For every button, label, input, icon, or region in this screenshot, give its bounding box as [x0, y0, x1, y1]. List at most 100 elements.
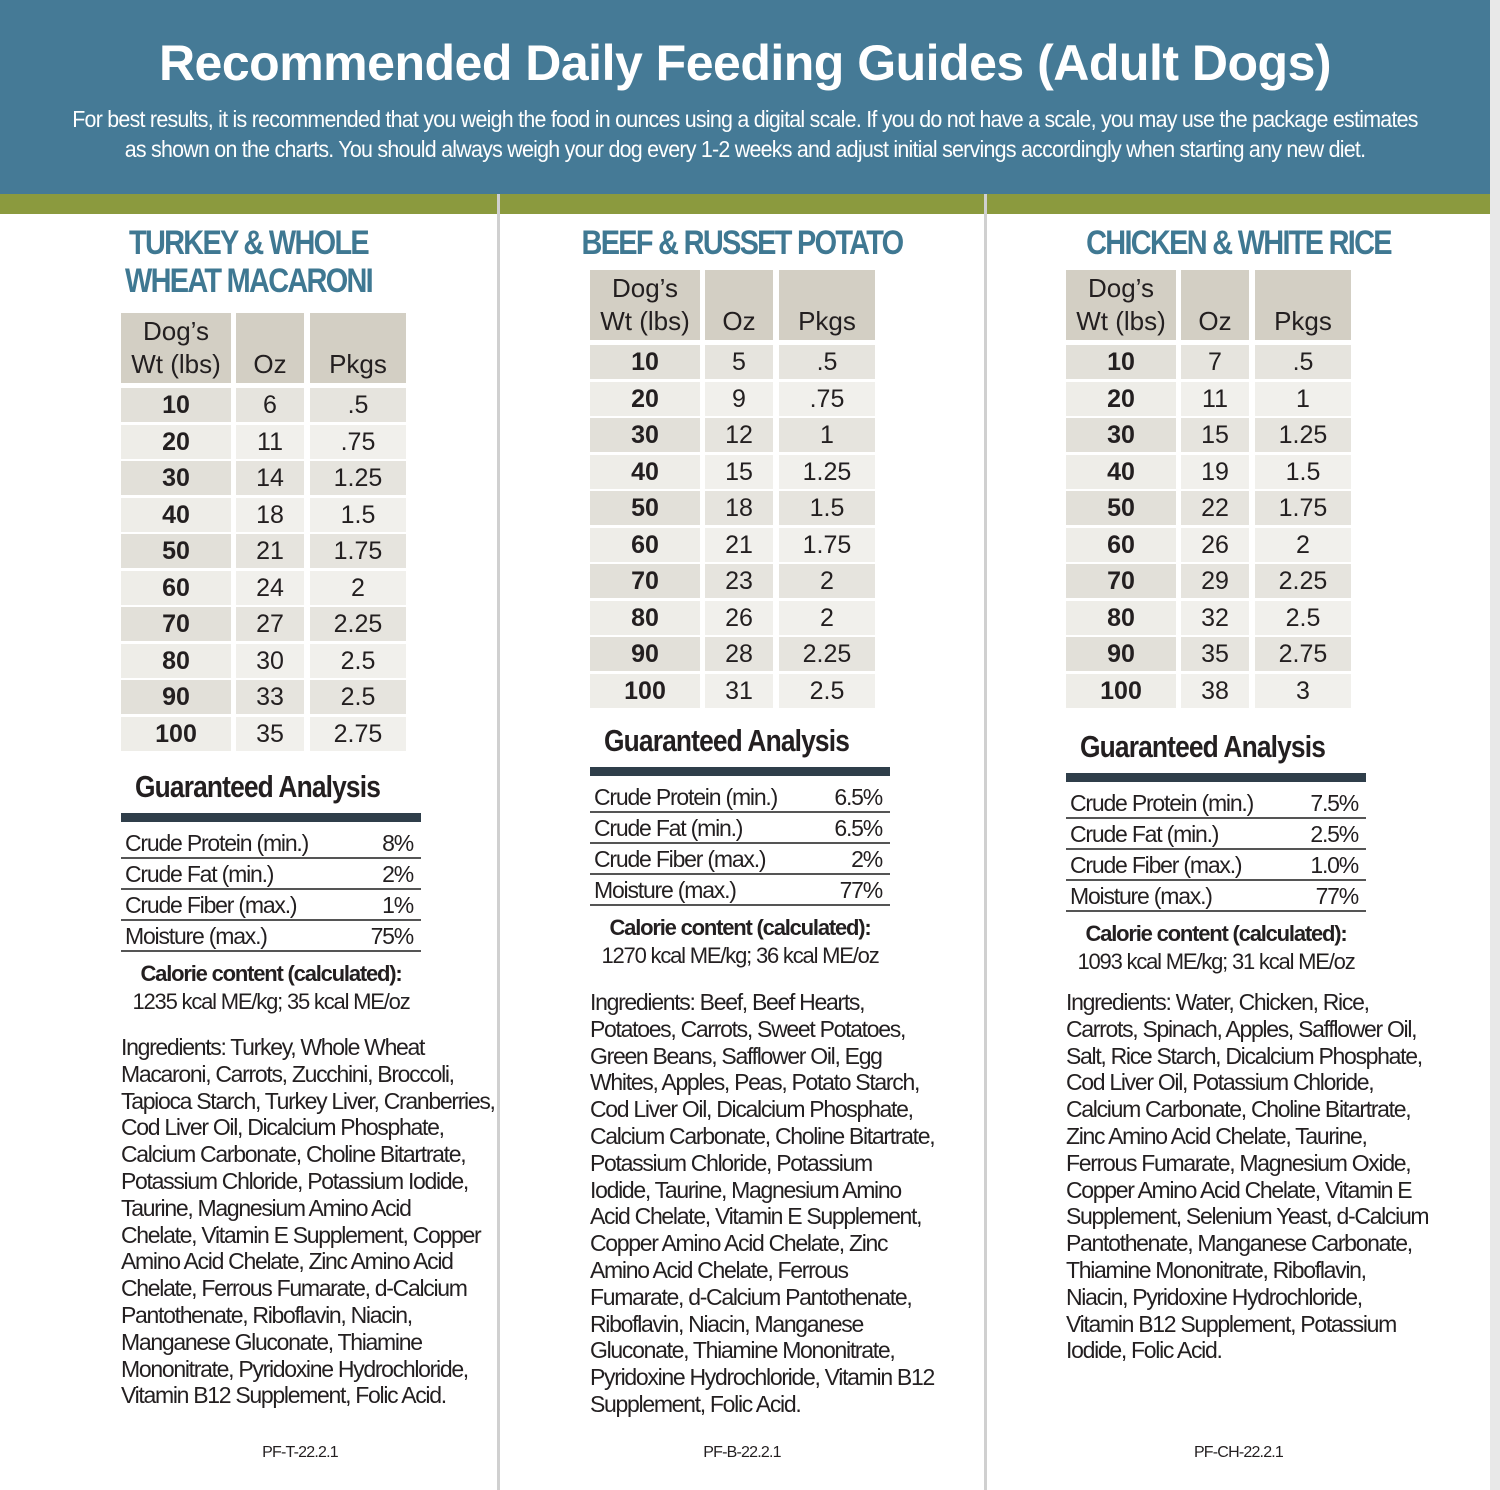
analysis-label: Moisture (max.) [1070, 883, 1213, 909]
cell-oz: 33 [236, 680, 304, 714]
header-oz: Oz [1181, 270, 1249, 340]
ingredients-line: Manganese Gluconate, Thiamine [121, 1328, 423, 1355]
cell-oz: 15 [705, 454, 773, 489]
subtitle-line-1: For best results, it is recommended that… [72, 106, 1418, 132]
ingredients-line: Ingredients: Beef, Beef Hearts, [590, 989, 866, 1015]
cell-pkgs: 2 [779, 564, 875, 598]
analysis-row: Crude Fiber (max.) 2% [590, 844, 890, 875]
cell-oz: 12 [705, 418, 773, 452]
ingredients-line: Vitamin B12 Supplement, Potassium [1066, 1310, 1397, 1337]
cell-pkgs: 1.25 [1255, 418, 1351, 452]
product-title-line: TURKEY & WHOLE [129, 224, 370, 262]
ingredients-line: Macaroni, Carrots, Zucchini, Broccoli, [121, 1060, 455, 1087]
header-banner: Recommended Daily Feeding Guides (Adult … [0, 0, 1490, 194]
ingredients-line: Fumarate, d-Calcium Pantothenate, [590, 1283, 913, 1310]
analysis-value: 77% [839, 877, 884, 903]
cell-weight: 40 [121, 497, 231, 532]
cell-oz: 38 [1181, 673, 1249, 708]
ingredients-line: Pantothenate, Manganese Carbonate, [1066, 1230, 1413, 1257]
analysis-value: 8% [382, 830, 414, 856]
cell-oz: 26 [705, 600, 773, 635]
cell-weight: 30 [121, 461, 231, 495]
ingredients-line: Potassium Chloride, Potassium Iodide, [121, 1167, 469, 1194]
analysis-label: Crude Fat (min.) [125, 861, 274, 887]
calorie-values: 1093 kcal ME/kg; 31 kcal ME/oz [1077, 949, 1355, 974]
cell-weight: 50 [121, 534, 231, 568]
cell-pkgs: 2.5 [1255, 600, 1351, 635]
ingredients-line: Ingredients: Turkey, Whole Wheat [121, 1034, 425, 1060]
cell-weight: 70 [1066, 564, 1176, 598]
analysis-label: Moisture (max.) [125, 923, 268, 949]
ingredients-line: Iodide, Folic Acid. [1066, 1337, 1223, 1364]
header-weight-line: Wt (lbs) [131, 349, 221, 379]
ingredients-line: Pyridoxine Hydrochloride, Vitamin B12 [590, 1364, 935, 1391]
cell-pkgs: 1 [779, 418, 875, 452]
cell-weight: 60 [1066, 527, 1176, 562]
analysis-label: Crude Protein (min.) [125, 830, 309, 856]
header-weight: Dog’s Wt (lbs) [1066, 270, 1176, 340]
ingredients-line: Niacin, Pyridoxine Hydrochloride, [1066, 1283, 1363, 1310]
cell-weight: 10 [1066, 345, 1176, 379]
subtitle-line-2: as shown on the charts. You should alway… [124, 136, 1366, 162]
ingredients-list: Ingredients: Beef, Beef Hearts, Potatoes,… [590, 989, 936, 1418]
ingredients-line: Salt, Rice Starch, Dicalcium Phosphate, [1066, 1042, 1423, 1069]
product-column: TURKEY & WHOLE WHEAT MACARONI Dog’s Wt (lbs… [0, 214, 497, 1490]
ingredients-line: Mononitrate, Pyridoxine Hydrochloride, [121, 1355, 469, 1382]
cell-weight: 80 [590, 600, 700, 635]
calorie-heading: Calorie content (calculated): [609, 915, 871, 940]
analysis-value: 2.5% [1310, 821, 1359, 847]
calorie-heading: Calorie content (calculated): [1085, 921, 1347, 946]
header-weight-line: Wt (lbs) [1076, 306, 1166, 336]
ingredients-line: Amino Acid Chelate, Ferrous [590, 1256, 849, 1283]
cell-oz: 23 [705, 564, 773, 598]
ingredients-line: Potassium Chloride, Potassium [590, 1149, 873, 1176]
ingredients-line: Vitamin B12 Supplement, Folic Acid. [121, 1382, 447, 1409]
cell-weight: 70 [121, 607, 231, 641]
ingredients-line: Copper Amino Acid Chelate, Zinc [590, 1230, 889, 1257]
cell-pkgs: .5 [310, 388, 406, 422]
analysis-row: Moisture (max.) 75% [121, 921, 421, 952]
analysis-value: 6.5% [834, 815, 883, 841]
cell-oz: 26 [1181, 527, 1249, 562]
cell-oz: 5 [705, 345, 773, 379]
ingredients-list: Ingredients: Water, Chicken, Rice, Carrot… [1066, 989, 1430, 1364]
analysis-value: 75% [370, 923, 415, 949]
ingredients-line: Chelate, Ferrous Fumarate, d-Calcium [121, 1275, 468, 1302]
ingredients-line: Cod Liver Oil, Potassium Chloride, [1066, 1069, 1375, 1096]
analysis-bar [1066, 773, 1366, 782]
cell-pkgs: 3 [1255, 673, 1351, 708]
analysis-title: Guaranteed Analysis [1080, 729, 1326, 764]
ingredients-line: Gluconate, Thiamine Mononitrate, [590, 1337, 896, 1364]
cell-pkgs: 1.75 [310, 534, 406, 568]
analysis-row: Moisture (max.) 77% [590, 875, 890, 906]
calorie-heading: Calorie content (calculated): [140, 961, 402, 986]
cell-oz: 18 [705, 491, 773, 525]
cell-pkgs: 1.5 [310, 497, 406, 532]
analysis-label: Moisture (max.) [594, 877, 737, 903]
header-pkgs: Pkgs [310, 313, 406, 383]
cell-pkgs: 1.5 [779, 491, 875, 525]
cell-weight: 10 [121, 388, 231, 422]
analysis-title: Guaranteed Analysis [604, 723, 850, 758]
product-title-line: CHICKEN & WHITE RICE [1086, 224, 1392, 262]
cell-oz: 30 [236, 643, 304, 678]
ingredients-line: Ingredients: Water, Chicken, Rice, [1066, 989, 1370, 1015]
cell-weight: 90 [121, 680, 231, 714]
cell-weight: 60 [121, 570, 231, 605]
ingredients-line: Pantothenate, Riboflavin, Niacin, [121, 1301, 413, 1328]
cell-weight: 50 [590, 491, 700, 525]
cell-pkgs: 2.25 [1255, 564, 1351, 598]
product-code: PF-T-22.2.1 [262, 1444, 338, 1461]
header-weight-line: Dog’s [142, 316, 209, 346]
ingredients-line: Tapioca Starch, Turkey Liver, Cranberrie… [121, 1087, 496, 1114]
analysis-row: Crude Protein (min.) 8% [121, 828, 421, 859]
cell-pkgs: .75 [779, 381, 875, 416]
ingredients-line: Potatoes, Carrots, Sweet Potatoes, [590, 1015, 906, 1042]
ingredients-line: Carrots, Spinach, Apples, Safflower Oil, [1066, 1015, 1418, 1042]
header-oz: Oz [705, 270, 773, 340]
header-weight-line: Dog’s [611, 273, 678, 303]
cell-oz: 21 [236, 534, 304, 568]
cell-weight: 30 [590, 418, 700, 452]
cell-pkgs: 2.5 [310, 680, 406, 714]
analysis-row: Crude Fiber (max.) 1.0% [1066, 850, 1366, 881]
